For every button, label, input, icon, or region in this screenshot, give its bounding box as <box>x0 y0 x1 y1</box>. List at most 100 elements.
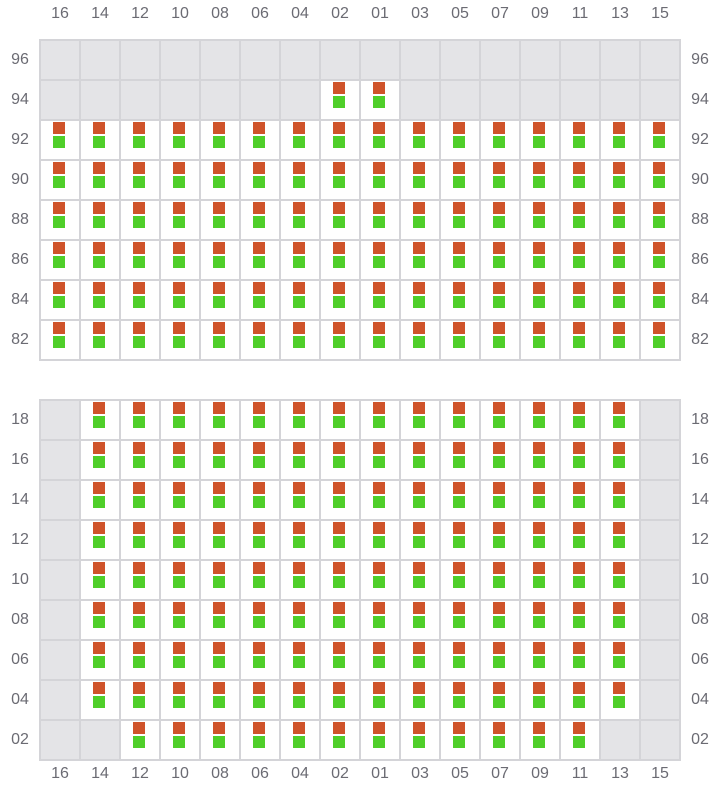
seat-available[interactable] <box>521 641 559 679</box>
seat-available[interactable] <box>601 681 639 719</box>
seat-available[interactable] <box>401 401 439 439</box>
seat-available[interactable] <box>561 481 599 519</box>
seat-available[interactable] <box>281 321 319 359</box>
seat-available[interactable] <box>601 401 639 439</box>
seat-available[interactable] <box>401 281 439 319</box>
seat-available[interactable] <box>281 681 319 719</box>
seat-available[interactable] <box>521 561 559 599</box>
seat-available[interactable] <box>481 641 519 679</box>
seat-available[interactable] <box>81 641 119 679</box>
seat-available[interactable] <box>81 601 119 639</box>
seat-available[interactable] <box>521 161 559 199</box>
seat-available[interactable] <box>81 201 119 239</box>
seat-available[interactable] <box>201 121 239 159</box>
seat-available[interactable] <box>481 281 519 319</box>
seat-available[interactable] <box>561 161 599 199</box>
seat-available[interactable] <box>321 401 359 439</box>
seat-available[interactable] <box>321 481 359 519</box>
seat-available[interactable] <box>601 561 639 599</box>
seat-available[interactable] <box>561 601 599 639</box>
seat-available[interactable] <box>561 321 599 359</box>
seat-available[interactable] <box>201 241 239 279</box>
seat-available[interactable] <box>441 561 479 599</box>
seat-available[interactable] <box>441 401 479 439</box>
seat-available[interactable] <box>161 721 199 759</box>
seat-available[interactable] <box>41 161 79 199</box>
seat-available[interactable] <box>281 721 319 759</box>
seat-available[interactable] <box>521 281 559 319</box>
seat-available[interactable] <box>281 641 319 679</box>
seat-available[interactable] <box>561 641 599 679</box>
seat-available[interactable] <box>361 601 399 639</box>
seat-available[interactable] <box>201 441 239 479</box>
seat-available[interactable] <box>401 481 439 519</box>
seat-available[interactable] <box>281 281 319 319</box>
seat-available[interactable] <box>241 201 279 239</box>
seat-available[interactable] <box>361 121 399 159</box>
seat-available[interactable] <box>441 481 479 519</box>
seat-available[interactable] <box>81 121 119 159</box>
seat-available[interactable] <box>441 281 479 319</box>
seat-available[interactable] <box>481 561 519 599</box>
seat-available[interactable] <box>321 601 359 639</box>
seat-available[interactable] <box>201 721 239 759</box>
seat-available[interactable] <box>481 441 519 479</box>
seat-available[interactable] <box>241 121 279 159</box>
seat-available[interactable] <box>81 401 119 439</box>
seat-available[interactable] <box>361 161 399 199</box>
seat-available[interactable] <box>121 441 159 479</box>
seat-available[interactable] <box>281 601 319 639</box>
seat-available[interactable] <box>201 481 239 519</box>
seat-available[interactable] <box>121 641 159 679</box>
seat-available[interactable] <box>441 521 479 559</box>
seat-available[interactable] <box>201 161 239 199</box>
seat-available[interactable] <box>121 681 159 719</box>
seat-available[interactable] <box>241 241 279 279</box>
seat-available[interactable] <box>601 161 639 199</box>
seat-available[interactable] <box>481 201 519 239</box>
seat-available[interactable] <box>481 321 519 359</box>
seat-available[interactable] <box>201 201 239 239</box>
seat-available[interactable] <box>361 561 399 599</box>
seat-available[interactable] <box>481 721 519 759</box>
seat-available[interactable] <box>121 121 159 159</box>
seat-available[interactable] <box>201 521 239 559</box>
seat-available[interactable] <box>281 241 319 279</box>
seat-available[interactable] <box>281 161 319 199</box>
seat-available[interactable] <box>481 481 519 519</box>
seat-available[interactable] <box>81 521 119 559</box>
seat-available[interactable] <box>361 441 399 479</box>
seat-available[interactable] <box>121 561 159 599</box>
seat-available[interactable] <box>201 681 239 719</box>
seat-available[interactable] <box>81 241 119 279</box>
seat-available[interactable] <box>241 161 279 199</box>
seat-available[interactable] <box>521 121 559 159</box>
seat-available[interactable] <box>121 201 159 239</box>
seat-available[interactable] <box>121 601 159 639</box>
seat-available[interactable] <box>161 281 199 319</box>
seat-available[interactable] <box>401 441 439 479</box>
seat-available[interactable] <box>521 241 559 279</box>
seat-available[interactable] <box>281 521 319 559</box>
seat-available[interactable] <box>361 281 399 319</box>
seat-available[interactable] <box>401 161 439 199</box>
seat-available[interactable] <box>201 321 239 359</box>
seat-available[interactable] <box>81 681 119 719</box>
seat-available[interactable] <box>361 401 399 439</box>
seat-available[interactable] <box>281 121 319 159</box>
seat-available[interactable] <box>401 201 439 239</box>
seat-available[interactable] <box>81 161 119 199</box>
seat-available[interactable] <box>641 281 679 319</box>
seat-available[interactable] <box>241 601 279 639</box>
seat-available[interactable] <box>321 641 359 679</box>
seat-available[interactable] <box>121 481 159 519</box>
seat-available[interactable] <box>41 121 79 159</box>
seat-available[interactable] <box>361 321 399 359</box>
seat-available[interactable] <box>481 161 519 199</box>
seat-available[interactable] <box>401 241 439 279</box>
seat-available[interactable] <box>401 641 439 679</box>
seat-available[interactable] <box>641 161 679 199</box>
seat-available[interactable] <box>321 201 359 239</box>
seat-available[interactable] <box>401 561 439 599</box>
seat-available[interactable] <box>161 641 199 679</box>
